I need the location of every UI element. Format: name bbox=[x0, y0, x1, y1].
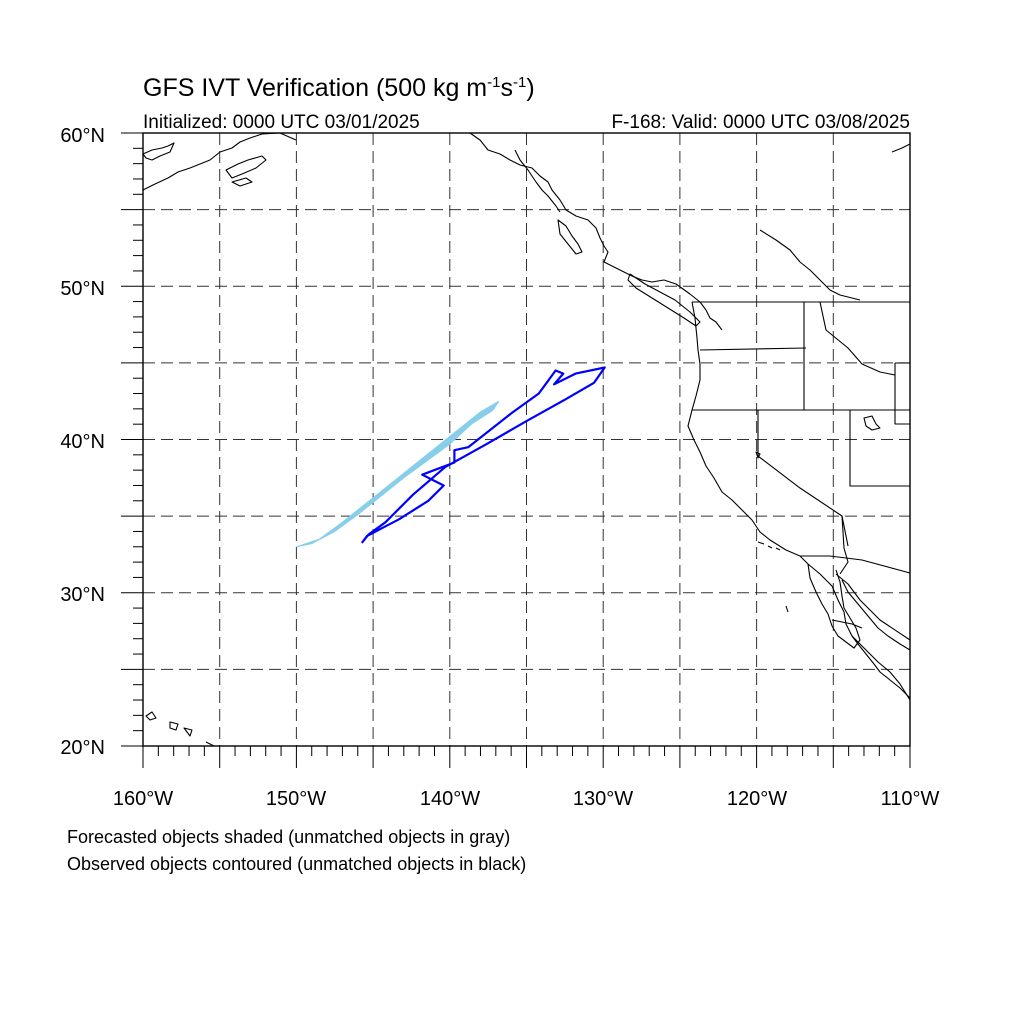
lat-label-40n: 40°N bbox=[60, 431, 105, 453]
graticule-lines bbox=[143, 133, 910, 746]
lon-label-150w: 150°W bbox=[266, 788, 326, 810]
longitude-labels: 160°W 150°W 140°W 130°W 120°W 110°W bbox=[113, 788, 940, 810]
gulf-of-california bbox=[841, 579, 911, 651]
valid-time-label: F-168: Valid: 0000 UTC 03/08/2025 bbox=[611, 112, 910, 133]
us-west-coast bbox=[687, 301, 911, 699]
figure-title: GFS IVT Verification (500 kg m-1s-1) bbox=[143, 74, 535, 102]
lat-label-20n: 20°N bbox=[60, 737, 105, 759]
kodiak-small bbox=[231, 177, 253, 187]
alaska-peninsula bbox=[142, 132, 297, 191]
latitude-labels: 20°N 30°N 40°N 50°N 60°N bbox=[60, 125, 105, 759]
wa-or-border bbox=[699, 347, 807, 351]
footer-observed-note: Observed objects contoured (unmatched ob… bbox=[67, 854, 526, 874]
lat-label-60n: 60°N bbox=[60, 125, 105, 147]
baja-states bbox=[831, 619, 863, 629]
canada-interior bbox=[759, 229, 861, 301]
great-salt-lake bbox=[863, 415, 881, 431]
alaska-coastline bbox=[142, 142, 175, 161]
channel-islands bbox=[757, 541, 781, 551]
lon-label-130w: 130°W bbox=[573, 788, 633, 810]
lon-label-120w: 120°W bbox=[727, 788, 787, 810]
lake-tahoe bbox=[755, 451, 761, 459]
coastlines-and-borders bbox=[142, 132, 911, 747]
footer-forecast-note: Forecasted objects shaded (unmatched obj… bbox=[67, 827, 510, 847]
id-mt-border bbox=[819, 301, 896, 376]
kodiak-island bbox=[225, 155, 267, 179]
baja-california bbox=[807, 563, 861, 649]
vancouver-island bbox=[627, 273, 701, 327]
lon-label-140w: 140°W bbox=[420, 788, 480, 810]
gulf-alaska-coast bbox=[469, 132, 723, 331]
guadalupe-island bbox=[785, 605, 789, 613]
us-mexico-border bbox=[800, 555, 911, 574]
axis-ticks bbox=[121, 132, 911, 768]
lat-label-30n: 30°N bbox=[60, 584, 105, 606]
wy-ut-border bbox=[849, 410, 910, 487]
mexico-states bbox=[835, 573, 911, 641]
observed-ivt-contour bbox=[361, 366, 606, 544]
forecast-ivt-object bbox=[296, 400, 500, 548]
lat-label-50n: 50°N bbox=[60, 278, 105, 300]
ca-nv-border-south bbox=[839, 515, 849, 575]
co-border bbox=[894, 362, 910, 425]
alaska-panhandle-islands bbox=[514, 149, 561, 213]
lon-label-110w: 110°W bbox=[881, 788, 940, 810]
ca-nv-border bbox=[757, 410, 849, 547]
northeast-coast bbox=[891, 143, 911, 153]
init-time-label: Initialized: 0000 UTC 03/01/2025 bbox=[143, 112, 420, 133]
haida-gwaii bbox=[557, 219, 583, 255]
mexico-mainland-coast bbox=[851, 635, 911, 701]
lon-label-160w: 160°W bbox=[113, 788, 173, 810]
hawaii-islands bbox=[145, 711, 215, 747]
